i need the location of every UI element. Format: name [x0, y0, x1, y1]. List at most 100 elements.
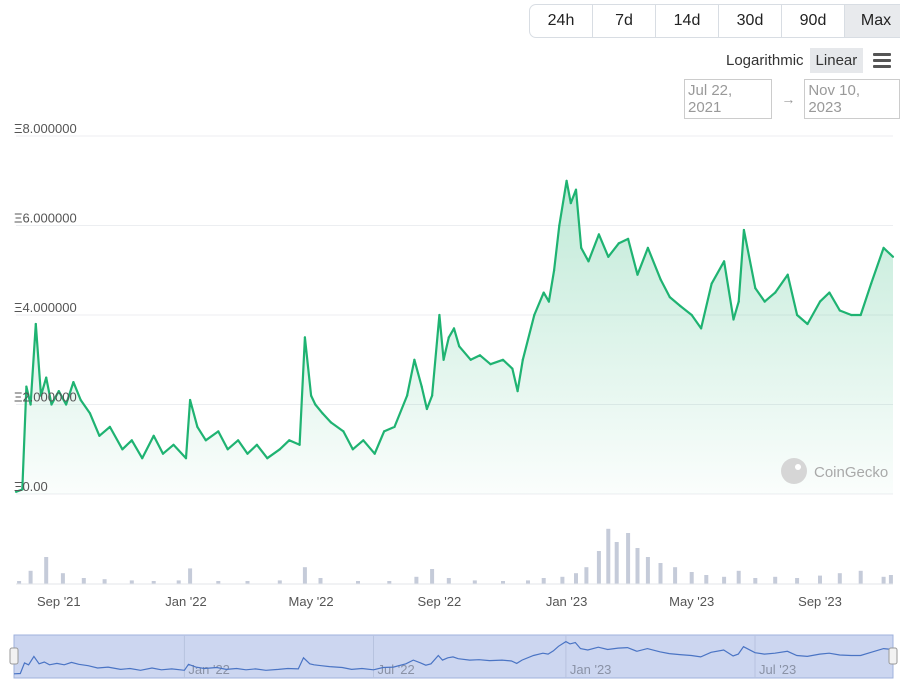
volume-bar: [387, 581, 392, 584]
arrow-right-icon: →: [781, 91, 796, 107]
range-24h-button[interactable]: 24h: [530, 5, 593, 37]
price-point: [246, 452, 249, 455]
x-tick-label: May '22: [289, 594, 334, 609]
price-point: [25, 385, 28, 388]
volume-bar: [560, 576, 565, 584]
date-from-input[interactable]: Jul 22, 2021: [684, 79, 773, 119]
x-tick-label: Jan '22: [165, 594, 207, 609]
price-point: [818, 300, 822, 303]
price-point: [204, 439, 207, 442]
price-point: [39, 394, 43, 397]
price-point: [88, 412, 92, 415]
price-point: [553, 269, 556, 272]
volume-bar: [472, 580, 477, 584]
price-point: [452, 327, 456, 330]
price-point: [14, 490, 18, 493]
price-point: [447, 336, 450, 339]
price-point: [298, 443, 301, 446]
price-point: [57, 390, 60, 393]
price-point: [373, 452, 376, 455]
price-point: [521, 358, 524, 361]
time-range-selector: 24h 7d 14d 30d 90d Max: [529, 4, 900, 38]
volume-bar: [28, 570, 33, 584]
y-tick-label: Ξ4.000000: [14, 300, 77, 315]
volume-bar: [635, 548, 640, 584]
price-point: [859, 313, 862, 317]
price-point: [237, 439, 240, 442]
volume-bar: [596, 551, 601, 584]
price-area-fill: [16, 180, 893, 495]
volume-bar: [658, 563, 663, 584]
volume-bar: [60, 573, 65, 584]
range-30d-button[interactable]: 30d: [719, 5, 782, 37]
price-point: [393, 425, 396, 428]
price-point: [659, 278, 662, 281]
range-max-button[interactable]: Max: [845, 5, 900, 37]
price-point: [161, 452, 165, 455]
price-point: [627, 237, 630, 240]
coingecko-watermark: CoinGecko: [781, 458, 888, 484]
price-point: [710, 282, 713, 285]
y-tick-label: Ξ6.000000: [14, 211, 77, 226]
price-point: [65, 403, 68, 406]
price-point: [700, 327, 703, 330]
y-tick-label: Ξ2.000000: [14, 390, 77, 405]
logarithmic-scale-button[interactable]: Logarithmic: [726, 52, 804, 69]
price-point: [850, 313, 853, 317]
price-point: [565, 179, 568, 182]
price-point: [732, 318, 735, 321]
volume-bar: [188, 568, 193, 584]
navigator-left-handle[interactable]: [9, 647, 19, 665]
price-point: [796, 313, 799, 317]
price-point: [383, 430, 386, 433]
volume-bar: [753, 578, 758, 584]
volume-bar: [446, 578, 451, 584]
navigator-tick-label: Jul '23: [759, 662, 796, 677]
price-point: [130, 439, 133, 442]
volume-bar: [606, 528, 611, 584]
price-point: [597, 233, 601, 236]
price-point: [288, 439, 291, 442]
volume-bar: [541, 578, 546, 584]
volume-bar: [773, 576, 778, 584]
price-point: [50, 403, 53, 406]
price-point: [329, 421, 332, 424]
volume-bar: [17, 581, 22, 584]
volume-bar: [302, 567, 307, 584]
price-point: [828, 291, 831, 294]
range-14d-button[interactable]: 14d: [656, 5, 719, 37]
volume-bar: [818, 575, 822, 584]
x-tick-label: Sep '21: [37, 594, 81, 609]
price-point: [108, 425, 111, 428]
price-point: [351, 448, 354, 451]
linear-scale-button[interactable]: Linear: [809, 48, 864, 73]
x-tick-label: May '23: [669, 594, 714, 609]
range-7d-button[interactable]: 7d: [593, 5, 656, 37]
price-point: [574, 188, 578, 191]
price-point: [569, 202, 572, 205]
x-tick-label: Sep '23: [798, 594, 842, 609]
volume-bar: [356, 581, 360, 584]
volume-bar: [430, 569, 435, 584]
price-point: [617, 242, 620, 245]
price-point: [754, 287, 757, 290]
price-point: [542, 291, 545, 294]
hamburger-menu-icon[interactable]: [873, 50, 892, 71]
navigator-right-handle[interactable]: [888, 647, 898, 665]
price-point: [184, 457, 188, 460]
price-point: [314, 403, 317, 406]
price-point: [420, 385, 423, 388]
price-point: [79, 398, 82, 402]
price-point: [189, 398, 192, 402]
volume-bar: [626, 533, 631, 584]
price-point: [442, 358, 445, 361]
price-point: [266, 457, 269, 460]
price-point: [587, 260, 590, 263]
price-point: [547, 300, 551, 303]
price-point: [29, 403, 32, 406]
volume-bar: [584, 567, 589, 584]
price-point: [413, 358, 416, 361]
range-90d-button[interactable]: 90d: [782, 5, 845, 37]
volume-bar: [216, 581, 221, 584]
